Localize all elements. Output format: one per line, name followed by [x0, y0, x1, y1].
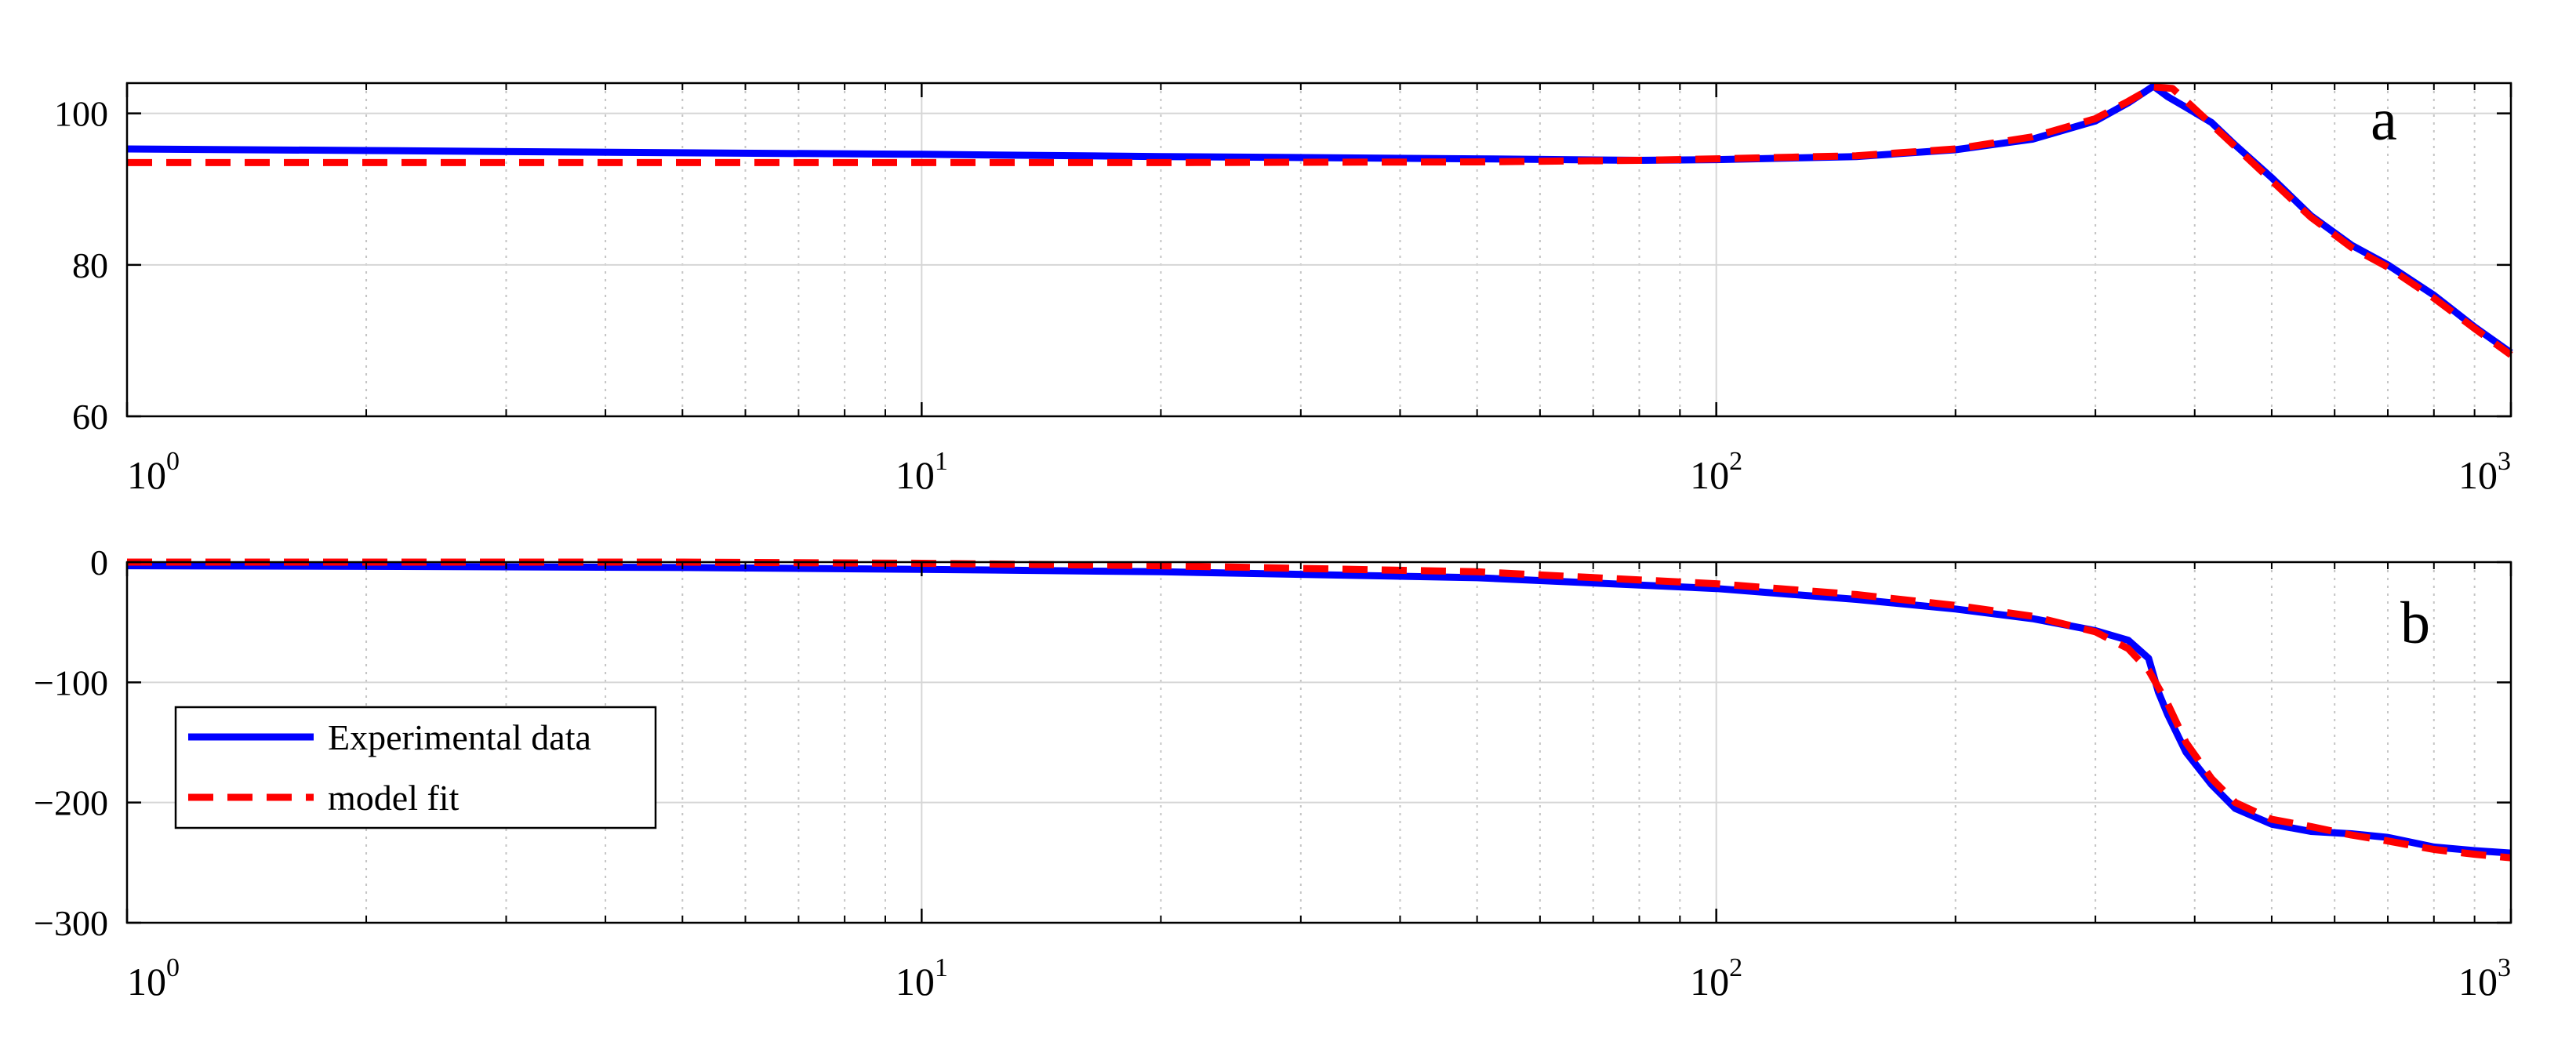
x-tick-label: 102	[1690, 953, 1742, 1004]
panel-a: a 60 80 100 100 101 102 103	[54, 82, 2513, 497]
legend-box	[174, 706, 657, 829]
x-tick-label: 101	[896, 447, 948, 497]
axes-frame	[125, 82, 2512, 418]
x-tick-label: 103	[2458, 953, 2511, 1004]
y-tick-label: −200	[34, 783, 108, 823]
y-tick-label: 100	[54, 94, 108, 134]
legend-label-experimental: Experimental data	[328, 717, 591, 757]
panel-b: b Experimental data model fit 0 −100 −200 −…	[34, 543, 2512, 1004]
tick-marks	[125, 561, 2512, 924]
x-tick-label: 101	[896, 953, 948, 1004]
y-tick-label: −300	[34, 903, 108, 943]
x-tick-label: 100	[127, 447, 180, 497]
panel-b-label: b	[2400, 590, 2430, 656]
x-tick-label: 103	[2458, 447, 2511, 497]
series-line-model	[127, 558, 2512, 862]
axes-frame	[125, 561, 2512, 924]
y-tick-label: −100	[34, 662, 108, 702]
series-line-model	[127, 83, 2513, 358]
series-line-experimental	[126, 82, 2513, 356]
x-tick-label: 100	[127, 953, 180, 1004]
legend: Experimental data model fit	[174, 706, 657, 829]
panel-a-label: a	[2371, 87, 2397, 153]
y-tick-label: 80	[72, 245, 108, 285]
x-tick-label: 102	[1690, 447, 1742, 497]
grid	[126, 83, 2512, 417]
legend-label-model-fit: model fit	[328, 778, 460, 818]
y-tick-label: 60	[72, 397, 108, 437]
tick-marks	[125, 83, 2512, 418]
y-tick-label: 0	[90, 543, 108, 583]
